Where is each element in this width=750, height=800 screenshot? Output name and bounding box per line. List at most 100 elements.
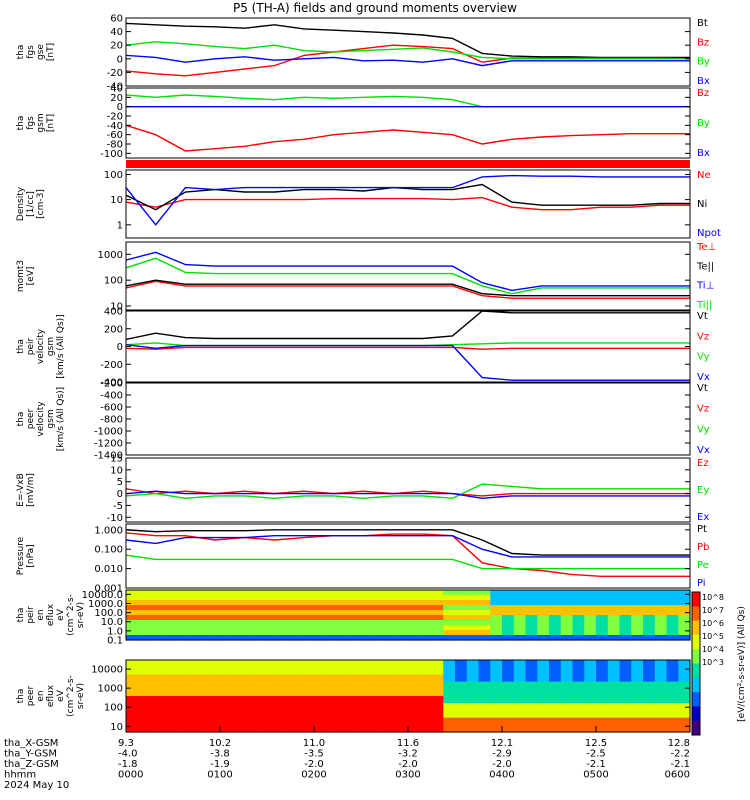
spectrogram-cell xyxy=(490,717,503,726)
spectrogram-cell xyxy=(196,605,209,611)
colorbar-segment xyxy=(692,592,700,607)
spectrogram-cell xyxy=(372,600,386,606)
spectrogram-cell xyxy=(290,710,303,719)
spectrogram-cell xyxy=(196,595,209,601)
legend-entry: Bz xyxy=(697,88,709,99)
spectrogram-cell xyxy=(267,590,280,596)
series-line-Ti|| xyxy=(125,257,690,295)
spectrogram-cell xyxy=(478,610,491,616)
spectrogram-cell xyxy=(337,600,350,606)
spectrogram-cell xyxy=(502,615,515,621)
spectrogram-cell xyxy=(678,635,691,641)
spectrogram-cell xyxy=(278,620,292,626)
spectrogram-cell xyxy=(196,667,209,675)
spectrogram-cell xyxy=(396,615,409,621)
spectrogram-cell xyxy=(243,717,256,726)
spectrogram-cell xyxy=(396,681,409,690)
spectrogram-cell xyxy=(208,703,221,711)
spectrogram-cell xyxy=(466,674,480,683)
spectrogram-cell xyxy=(419,688,433,697)
spectrogram-cell xyxy=(572,710,585,719)
spectrogram-cell xyxy=(220,625,233,631)
spectrogram-cell xyxy=(607,660,621,668)
spectrogram-cell xyxy=(678,600,691,606)
y-axis-label-line: eflux xyxy=(46,603,56,626)
spectrogram-cell xyxy=(372,625,386,631)
spectrogram-cell xyxy=(161,717,174,726)
spectrogram-cell xyxy=(220,724,233,733)
spectrogram-cell xyxy=(325,674,339,683)
spectrogram-cell xyxy=(149,674,162,683)
spectrogram-cell xyxy=(408,595,421,601)
spectrogram-cell xyxy=(455,696,468,704)
series-line-Te⊥ xyxy=(125,280,690,299)
x-row-value: -1.8 xyxy=(118,759,138,770)
spectrogram-cell xyxy=(290,610,303,616)
spectrogram-cell xyxy=(278,724,292,733)
spectrogram-cell xyxy=(619,703,632,711)
spectrogram-cell xyxy=(372,660,386,668)
spectrogram-cell xyxy=(419,630,433,636)
spectrogram-cell xyxy=(478,724,491,733)
spectrogram-cell xyxy=(231,674,245,683)
spectrogram-cell xyxy=(584,635,597,641)
spectrogram-cell xyxy=(596,710,609,719)
spectrogram-cell xyxy=(666,703,679,711)
colorbar-segment xyxy=(692,677,700,693)
spectrogram-cell xyxy=(584,703,597,711)
x-row-value: 0300 xyxy=(395,770,420,781)
y-axis-label: E=-VxB[mV/m] xyxy=(16,473,36,507)
spectrogram-cell xyxy=(126,688,139,697)
spectrogram-cell xyxy=(384,625,397,631)
spectrogram-cell xyxy=(502,590,515,596)
spectrogram-cell xyxy=(631,710,644,719)
spectrogram-cell xyxy=(137,710,151,719)
spectrogram-cell xyxy=(549,605,562,611)
legend-entry: Vz xyxy=(697,404,709,415)
spectrogram-cell xyxy=(572,615,585,621)
spectrogram-cell xyxy=(584,717,597,726)
spectrogram-cell xyxy=(384,615,397,621)
spectrogram-cell xyxy=(490,635,503,641)
series-line-Ey xyxy=(125,483,690,500)
legend-entry: Bz xyxy=(697,37,709,48)
separator-band xyxy=(126,160,690,168)
spectrogram-cell xyxy=(619,600,632,606)
spectrogram-cell xyxy=(208,674,221,683)
spectrogram-cell xyxy=(478,590,491,596)
y-tick-label: 60 xyxy=(110,14,123,25)
spectrogram-cell xyxy=(443,717,456,726)
spectrogram-cell xyxy=(607,590,621,596)
spectrogram-cell xyxy=(384,674,397,683)
spectrogram-cell xyxy=(607,625,621,631)
panel-frame xyxy=(125,241,691,311)
spectrogram-cell xyxy=(525,590,538,596)
spectrogram-cell xyxy=(302,681,315,690)
spectrogram-cell xyxy=(161,595,174,601)
spectrogram-cell xyxy=(396,630,409,636)
spectrogram-cell xyxy=(149,688,162,697)
spectrogram-cell xyxy=(255,696,268,704)
spectrogram-cell xyxy=(302,615,315,621)
spectrogram-cell xyxy=(184,681,198,690)
spectrogram-cell xyxy=(560,615,574,621)
spectrogram-cell xyxy=(161,696,174,704)
spectrogram-cell xyxy=(455,600,468,606)
spectrogram-cell xyxy=(466,595,480,601)
spectrogram-cell xyxy=(584,660,597,668)
legend-entry: Vx xyxy=(697,445,710,456)
spectrogram-cell xyxy=(443,710,456,719)
spectrogram-cell xyxy=(220,630,233,636)
spectrogram-cell xyxy=(502,724,515,733)
spectrogram-cell xyxy=(619,688,632,697)
spectrogram-cell xyxy=(549,703,562,711)
spectrogram-cell xyxy=(231,681,245,690)
spectrogram-cell xyxy=(537,605,550,611)
spectrogram-cell xyxy=(431,703,444,711)
spectrogram-cell xyxy=(372,605,386,611)
y-tick-label: 1 xyxy=(117,220,123,231)
spectrogram-cell xyxy=(349,696,362,704)
spectrogram-cell xyxy=(525,595,538,601)
spectrogram-cell xyxy=(678,625,691,631)
spectrogram-cell xyxy=(337,724,350,733)
